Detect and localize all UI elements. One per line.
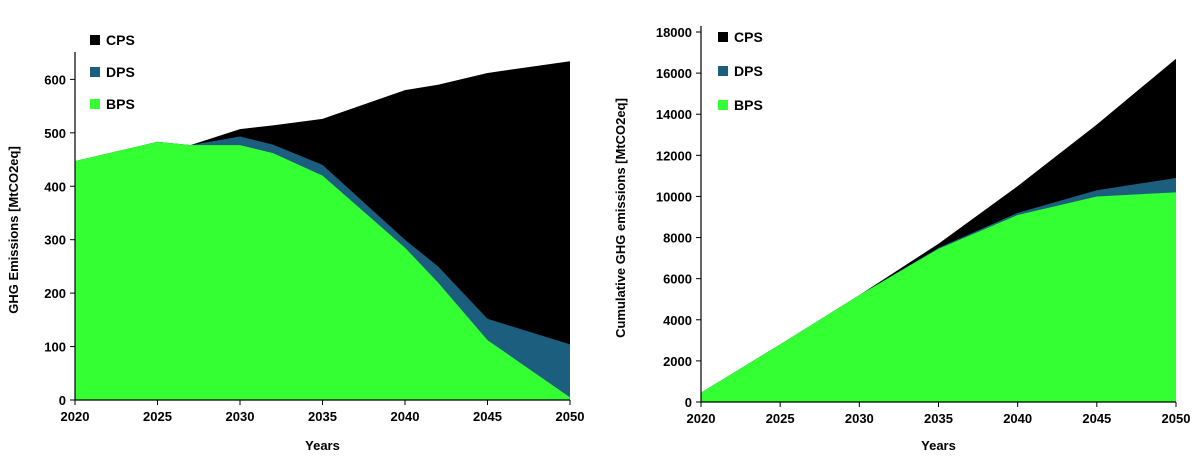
x-tick-label: 2045 [1082, 411, 1111, 426]
legend-label-cps: CPS [734, 29, 763, 45]
x-tick-label: 2040 [1003, 411, 1032, 426]
area-bps [75, 141, 570, 400]
legend-swatch-bps [718, 100, 728, 110]
x-tick-label: 2035 [924, 411, 953, 426]
x-axis-label: Years [921, 438, 956, 453]
y-tick-label: 10000 [656, 189, 692, 204]
legend-label-bps: BPS [734, 97, 763, 113]
x-tick-label: 2035 [308, 409, 337, 424]
y-axis-label: GHG Emissions [MtCO2eq] [6, 146, 21, 314]
y-tick-label: 300 [44, 233, 66, 248]
legend-swatch-dps [718, 66, 728, 76]
y-tick-label: 600 [44, 72, 66, 87]
y-tick-label: 500 [44, 126, 66, 141]
x-tick-label: 2050 [556, 409, 585, 424]
legend-label-cps: CPS [106, 32, 135, 48]
y-tick-label: 100 [44, 340, 66, 355]
x-tick-label: 2025 [766, 411, 795, 426]
y-axis-label: Cumulative GHG emissions [MtCO2eq] [613, 98, 628, 338]
y-tick-label: 200 [44, 286, 66, 301]
y-tick-label: 6000 [663, 272, 692, 287]
y-tick-label: 18000 [656, 25, 692, 40]
y-tick-label: 4000 [663, 313, 692, 328]
legend-swatch-dps [90, 67, 100, 77]
legend-label-bps: BPS [106, 96, 135, 112]
y-tick-label: 16000 [656, 66, 692, 81]
x-tick-label: 2025 [143, 409, 172, 424]
x-tick-label: 2030 [845, 411, 874, 426]
x-tick-label: 2020 [687, 411, 716, 426]
x-axis-label: Years [305, 438, 340, 453]
y-tick-label: 8000 [663, 231, 692, 246]
y-tick-label: 12000 [656, 148, 692, 163]
y-tick-label: 400 [44, 179, 66, 194]
y-tick-label: 0 [59, 393, 66, 408]
x-tick-label: 2020 [61, 409, 90, 424]
chart-cumulative-emissions: 2020 2025 2030 2035 2040 2045 2050 0 2000 4000 600… [613, 25, 1190, 453]
legend-label-dps: DPS [106, 64, 135, 80]
chart-emissions: 2020 2025 2030 2035 2040 2045 2050 0 100 200 300 40… [6, 32, 584, 453]
legend-label-dps: DPS [734, 63, 763, 79]
y-tick-label: 0 [685, 395, 692, 410]
y-tick-label: 14000 [656, 107, 692, 122]
area-bps [701, 192, 1176, 402]
x-tick-label: 2045 [473, 409, 502, 424]
x-tick-label: 2050 [1162, 411, 1191, 426]
legend-swatch-bps [90, 99, 100, 109]
x-tick-label: 2040 [391, 409, 420, 424]
y-tick-label: 2000 [663, 354, 692, 369]
legend-swatch-cps [90, 35, 100, 45]
x-tick-label: 2030 [226, 409, 255, 424]
legend-swatch-cps [718, 32, 728, 42]
